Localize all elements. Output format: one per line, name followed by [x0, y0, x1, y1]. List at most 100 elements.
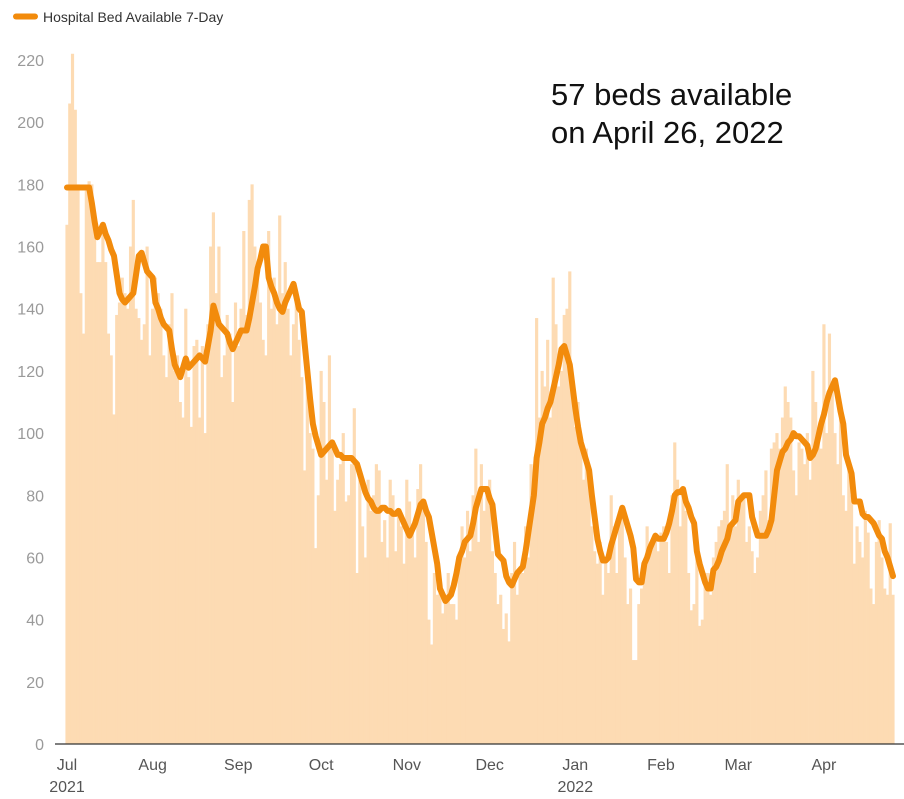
bar — [540, 370, 544, 744]
bar — [551, 277, 555, 744]
bar — [184, 308, 188, 744]
bar — [402, 563, 406, 744]
line — [64, 184, 896, 604]
bar — [421, 501, 425, 744]
bar — [258, 302, 262, 744]
bar — [93, 231, 97, 744]
bar — [264, 355, 268, 744]
bar — [79, 293, 83, 744]
bar — [267, 231, 271, 744]
bar — [87, 181, 91, 745]
bar — [253, 246, 257, 744]
bar — [648, 551, 652, 744]
bar — [167, 324, 171, 744]
x-tick-label: Jul 2021 — [49, 757, 85, 794]
bar — [731, 495, 735, 744]
bar — [640, 588, 644, 744]
bar — [532, 479, 536, 744]
bar — [217, 246, 221, 744]
bar — [778, 448, 782, 744]
bar — [352, 408, 356, 744]
bar — [137, 318, 141, 744]
bar — [186, 377, 191, 744]
bar — [598, 541, 602, 744]
bar — [192, 346, 196, 744]
bar — [153, 277, 157, 744]
bar — [844, 510, 848, 744]
bar — [242, 231, 246, 744]
annotation: 57 beds available on April 26, 2022 — [551, 77, 792, 150]
bar — [289, 355, 293, 744]
bar — [717, 526, 721, 744]
bar — [142, 324, 146, 744]
bar — [841, 495, 845, 744]
x-tick-label: Jan 2022 — [558, 757, 594, 794]
bar — [819, 448, 823, 744]
bar — [736, 479, 740, 744]
y-tick-label: 220 — [17, 53, 44, 70]
bar — [308, 433, 312, 744]
bar — [438, 588, 442, 744]
bar — [388, 479, 392, 744]
bar — [568, 271, 572, 744]
bar — [537, 417, 541, 744]
bar — [322, 402, 326, 744]
bar — [98, 262, 102, 744]
y-tick-label: 180 — [17, 177, 44, 194]
bar — [228, 333, 232, 744]
bar — [460, 526, 464, 744]
bar — [651, 541, 655, 744]
bar — [543, 386, 547, 744]
bar — [463, 557, 467, 744]
bar — [419, 464, 423, 744]
bar — [372, 495, 376, 744]
y-tick-label: 60 — [26, 550, 44, 567]
bar — [148, 355, 152, 744]
bar — [684, 510, 688, 744]
bar — [706, 573, 710, 744]
bar — [659, 532, 663, 744]
bar — [454, 619, 459, 744]
y-tick-label: 80 — [26, 488, 44, 505]
bar — [756, 557, 760, 744]
bar — [430, 644, 434, 744]
bar — [239, 308, 243, 744]
bar — [880, 557, 884, 744]
bar — [250, 184, 254, 744]
bar — [747, 526, 751, 744]
bar — [325, 479, 329, 744]
bar — [758, 510, 762, 744]
bar — [664, 541, 669, 744]
bar — [888, 523, 892, 744]
bar — [811, 370, 815, 744]
bar — [344, 501, 348, 744]
bar — [283, 262, 287, 744]
y-tick-label: 100 — [17, 426, 44, 443]
bar — [499, 594, 503, 744]
bar — [891, 594, 895, 744]
bar — [327, 355, 332, 744]
bar — [767, 520, 771, 744]
bar — [808, 479, 812, 744]
bar — [559, 370, 564, 744]
bar — [836, 464, 840, 744]
bar — [742, 495, 746, 744]
bar — [471, 495, 475, 744]
bar — [120, 277, 124, 744]
bar — [510, 573, 514, 744]
bar — [803, 464, 807, 744]
bar — [858, 541, 862, 744]
bar — [140, 339, 144, 744]
bar — [570, 386, 575, 744]
bar — [565, 308, 569, 744]
bar — [104, 262, 108, 744]
bar — [872, 604, 876, 744]
bar — [678, 526, 682, 744]
bar — [355, 573, 359, 744]
bar — [269, 308, 274, 744]
bar — [645, 526, 649, 744]
bar — [131, 199, 135, 745]
bar — [739, 501, 743, 744]
bar — [380, 541, 384, 744]
